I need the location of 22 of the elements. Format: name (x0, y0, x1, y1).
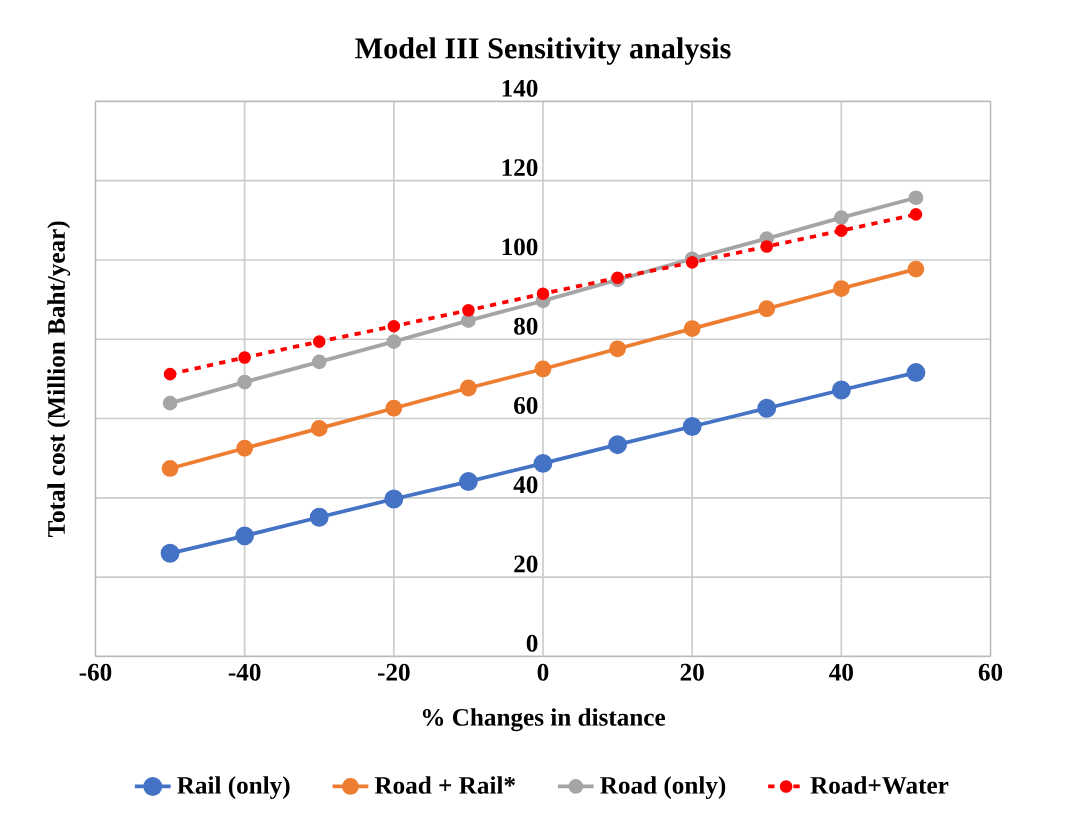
y-tick-label: 100 (502, 238, 538, 256)
legend-label: Road + Rail* (374, 775, 515, 794)
x-tick-label: 40 (829, 663, 853, 681)
y-tick-label: 140 (502, 79, 538, 97)
y-axis-title: Total cost (Million Baht/year) (47, 221, 71, 537)
x-tick-label: -20 (377, 663, 410, 681)
y-tick-label: 40 (513, 476, 538, 494)
y-tick-label: 0 (526, 634, 538, 652)
x-axis-title: % Changes in distance (422, 707, 666, 732)
x-tick-label: 20 (680, 663, 704, 681)
y-tick-label: 60 (514, 396, 538, 414)
x-tick-label: 60 (978, 663, 1003, 681)
legend-label: Road+Water (810, 775, 949, 794)
x-tick-label: -60 (79, 663, 112, 681)
y-tick-label: 80 (514, 317, 538, 335)
x-tick-label: -40 (228, 663, 261, 681)
x-tick-label: 0 (537, 663, 549, 681)
chart-title: Model III Sensitivity analysis (355, 37, 731, 65)
y-tick-label: 120 (502, 158, 538, 176)
legend-label: Road (only) (600, 775, 726, 799)
y-tick-label: 20 (514, 555, 538, 573)
legend-label: Rail (only) (177, 775, 290, 799)
